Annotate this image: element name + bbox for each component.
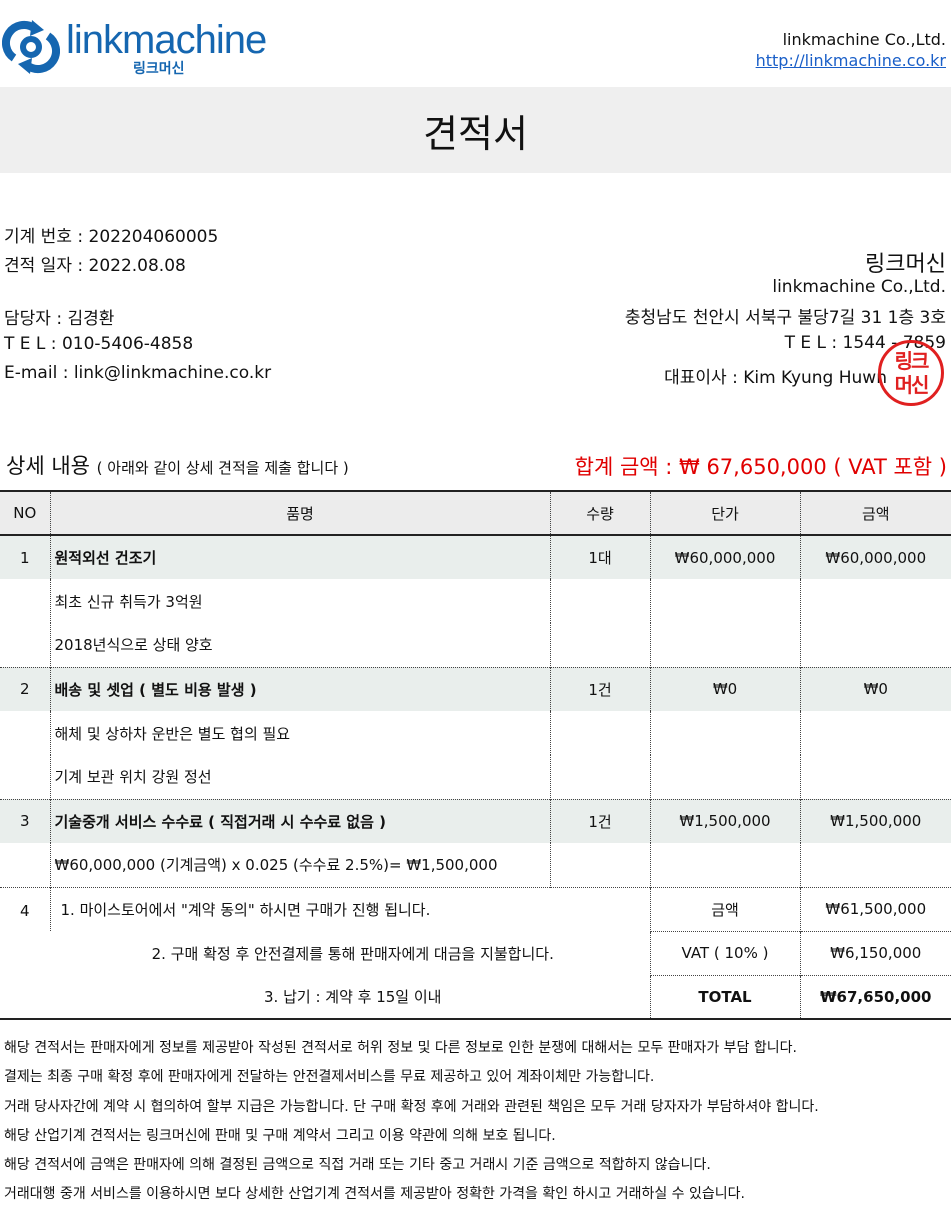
item-detail-row: 최초 신규 취득가 3억원 [0, 579, 951, 623]
summary-label: 금액 [649, 886, 800, 931]
item-detail: 해체 및 상하차 운반은 별도 협의 필요 [49, 711, 550, 755]
total-amount-heading: 합계 금액 : ₩ 67,650,000 ( VAT 포함 ) [574, 455, 947, 479]
detail-no-empty [0, 843, 50, 887]
summary-row: 3. 납기 : 계약 후 15일 이내 TOTAL ₩67,650,000 [0, 974, 951, 1020]
table-header-row: NO 품명 수량 단가 금액 [0, 490, 951, 536]
detail-empty [799, 579, 951, 623]
detail-empty [649, 711, 800, 755]
item-unit-price: ₩1,500,000 [649, 798, 800, 843]
item-amount: ₩60,000,000 [799, 535, 951, 579]
item-detail-row: 기계 보관 위치 강원 정선 [0, 755, 951, 799]
detail-empty [799, 711, 951, 755]
note-line: 해당 견적서에 금액은 판매자에 의해 결정된 금액으로 직접 거래 또는 기타… [4, 1157, 711, 1174]
summary-value: ₩61,500,000 [799, 886, 951, 931]
item-qty: 1대 [549, 535, 650, 579]
website-link[interactable]: http://linkmachine.co.kr [755, 51, 946, 70]
supplier-ceo: 대표이사 : Kim Kyung Huwn [664, 368, 887, 388]
note-line: 결제는 최종 구매 확정 후에 판매자에게 전달하는 안전결제서비스를 무료 제… [4, 1069, 655, 1086]
detail-no-empty [0, 579, 50, 623]
item-name: 원적외선 건조기 [49, 535, 550, 579]
quote-table: NO 품명 수량 단가 금액 1 원적외선 건조기 1대 ₩60,000,000 ₩60… [0, 490, 951, 1020]
manager-tel: T E L : 010-5406-4858 [4, 334, 194, 354]
detail-empty [549, 623, 650, 667]
note-line: 해당 견적서는 판매자에게 정보를 제공받아 작성된 견적서로 허위 정보 및 … [4, 1040, 797, 1056]
page-title: 견적서 [0, 87, 951, 173]
item-no: 1 [0, 535, 50, 579]
header-company: linkmachine Co.,Ltd. [782, 30, 946, 49]
summary-label: TOTAL [649, 974, 800, 1020]
detail-empty [549, 755, 650, 799]
item-amount: ₩0 [799, 666, 951, 711]
logo-sync-icon [2, 20, 60, 74]
summary-term: 2. 구매 확정 후 안전결제를 통해 판매자에게 대금을 지불합니다. [151, 944, 554, 963]
note-line: 거래 당사자간에 계약 시 협의하여 할부 지급은 가능합니다. 단 구매 확정… [4, 1098, 819, 1115]
detail-no-empty [0, 755, 50, 799]
manager: 담당자 : 김경환 [4, 309, 115, 329]
summary-value: ₩6,150,000 [799, 930, 951, 975]
note-line: 해당 산업기계 견적서는 링크머신에 판매 및 구매 계약서 그리고 이용 약관… [4, 1127, 556, 1144]
supplier-company: linkmachine Co.,Ltd. [772, 277, 946, 297]
supplier-name: 링크머신 [865, 252, 946, 277]
col-qty: 수량 [549, 490, 650, 536]
section-title: 상세 내용 ( 아래와 같이 상세 견적을 제출 합니다 ) [6, 450, 349, 480]
summary-term: 3. 납기 : 계약 후 15일 이내 [50, 975, 650, 1020]
col-amount: 금액 [799, 490, 951, 536]
item-name: 배송 및 셋업 ( 별도 비용 발생 ) [49, 666, 550, 711]
section-subtitle: ( 아래와 같이 상세 견적을 제출 합니다 ) [96, 459, 349, 477]
detail-empty [799, 623, 951, 667]
detail-empty [549, 711, 650, 755]
item-detail: 최초 신규 취득가 3억원 [49, 579, 550, 623]
detail-empty [649, 755, 800, 799]
detail-empty [799, 843, 951, 887]
summary-row: 2. 구매 확정 후 안전결제를 통해 판매자에게 대금을 지불합니다. VAT … [0, 930, 951, 975]
item-detail: 기계 보관 위치 강원 정선 [49, 755, 550, 799]
summary-value: ₩67,650,000 [799, 974, 951, 1020]
item-detail: 2018년식으로 상태 양호 [49, 623, 550, 667]
company-seal-stamp: 링크 머신 [878, 340, 944, 406]
logo: linkmachine 링크머신 [2, 18, 267, 78]
logo-kr: 링크머신 [133, 61, 185, 77]
item-no: 3 [0, 798, 50, 843]
quote-date: 견적 일자 : 2022.08.08 [4, 256, 186, 276]
manager-email: E-mail : link@linkmachine.co.kr [4, 363, 272, 383]
machine-number: 기계 번호 : 202204060005 [4, 227, 219, 247]
col-name: 품명 [49, 490, 550, 536]
item-row: 3 기술중개 서비스 수수료 ( 직접거래 시 수수료 없음 ) 1건 ₩1,500,… [0, 798, 951, 843]
detail-empty [799, 755, 951, 799]
item-detail-row: ₩60,000,000 (기계금액) x 0.025 (수수료 2.5%)= ₩… [0, 843, 951, 887]
note-line: 거래대행 중개 서비스를 이용하시면 보다 상세한 산업기계 견적서를 제공받아… [4, 1186, 745, 1203]
summary-label: VAT ( 10% ) [649, 930, 800, 975]
summary-term: 1. 마이스토어에서 "계약 동의" 하시면 구매가 진행 됩니다. [49, 886, 650, 931]
detail-no-empty [0, 623, 50, 667]
col-no: NO [0, 490, 50, 536]
item-amount: ₩1,500,000 [799, 798, 951, 843]
item-detail-row: 해체 및 상하차 운반은 별도 협의 필요 [0, 711, 951, 755]
detail-no-empty [0, 711, 50, 755]
detail-empty [649, 579, 800, 623]
section-title-text: 상세 내용 [6, 454, 90, 478]
col-unit-price: 단가 [649, 490, 800, 536]
summary-no: 4 [0, 886, 50, 1020]
item-row: 1 원적외선 건조기 1대 ₩60,000,000 ₩60,000,000 [0, 535, 951, 579]
item-unit-price: ₩60,000,000 [649, 535, 800, 579]
item-name: 기술중개 서비스 수수료 ( 직접거래 시 수수료 없음 ) [49, 798, 550, 843]
item-row: 2 배송 및 셋업 ( 별도 비용 발생 ) 1건 ₩0 ₩0 [0, 666, 951, 711]
detail-empty [649, 843, 800, 887]
detail-empty [549, 843, 650, 887]
supplier-address: 충청남도 천안시 서북구 불당7길 31 1층 3호 [624, 308, 946, 328]
logo-text: linkmachine [66, 18, 267, 62]
detail-empty [549, 579, 650, 623]
item-unit-price: ₩0 [649, 666, 800, 711]
detail-empty [649, 623, 800, 667]
item-detail-row: 2018년식으로 상태 양호 [0, 623, 951, 667]
notes: 해당 견적서는 판매자에게 정보를 제공받아 작성된 견적서로 허위 정보 및 … [4, 1034, 819, 1210]
item-qty: 1건 [549, 798, 650, 843]
item-qty: 1건 [549, 666, 650, 711]
summary-row: 4 1. 마이스토어에서 "계약 동의" 하시면 구매가 진행 됩니다. 금액 ₩61… [0, 886, 951, 1020]
item-no: 2 [0, 666, 50, 711]
item-detail: ₩60,000,000 (기계금액) x 0.025 (수수료 2.5%)= ₩… [49, 843, 550, 887]
